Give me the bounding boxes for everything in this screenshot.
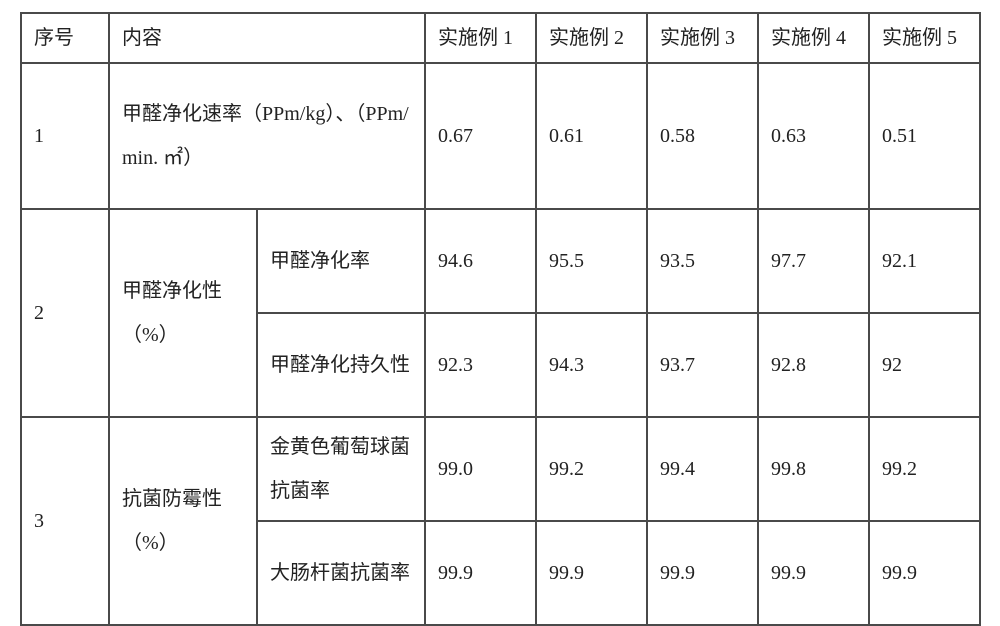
header-content: 内容 [109,13,425,63]
header-ex3: 实施例 3 [647,13,758,63]
cell-content-1: 甲醛净化速率（PPm/kg）、（PPm/min. ㎡） [109,63,425,209]
table-row: 3 抗菌防霉性（%） 金黄色葡萄球菌抗菌率 99.0 99.2 99.4 99.… [21,417,980,521]
table-header-row: 序号 内容 实施例 1 实施例 2 实施例 3 实施例 4 实施例 5 [21,13,980,63]
cell-value: 0.63 [758,63,869,209]
data-table: 序号 内容 实施例 1 实施例 2 实施例 3 实施例 4 实施例 5 1 甲醛… [20,12,981,626]
header-ex5: 实施例 5 [869,13,980,63]
table-row: 1 甲醛净化速率（PPm/kg）、（PPm/min. ㎡） 0.67 0.61 … [21,63,980,209]
table-row: 2 甲醛净化性（%） 甲醛净化率 94.6 95.5 93.5 97.7 92.… [21,209,980,313]
cell-value: 94.3 [536,313,647,417]
cell-value: 99.4 [647,417,758,521]
cell-subcategory: 大肠杆菌抗菌率 [257,521,425,625]
cell-serial-1: 1 [21,63,109,209]
cell-value: 99.2 [869,417,980,521]
cell-serial-3: 3 [21,417,109,625]
cell-category-3: 抗菌防霉性（%） [109,417,257,625]
cell-subcategory: 甲醛净化持久性 [257,313,425,417]
cell-subcategory: 金黄色葡萄球菌抗菌率 [257,417,425,521]
cell-value: 99.9 [869,521,980,625]
cell-value: 99.9 [536,521,647,625]
header-ex2: 实施例 2 [536,13,647,63]
cell-value: 92.8 [758,313,869,417]
cell-subcategory: 甲醛净化率 [257,209,425,313]
cell-value: 93.5 [647,209,758,313]
cell-value: 95.5 [536,209,647,313]
cell-value: 92 [869,313,980,417]
cell-value: 99.0 [425,417,536,521]
cell-value: 99.2 [536,417,647,521]
cell-value: 93.7 [647,313,758,417]
cell-value: 99.9 [758,521,869,625]
cell-serial-2: 2 [21,209,109,417]
cell-value: 99.9 [647,521,758,625]
cell-category-2: 甲醛净化性（%） [109,209,257,417]
header-serial: 序号 [21,13,109,63]
cell-value: 99.9 [425,521,536,625]
cell-value: 0.67 [425,63,536,209]
cell-value: 0.61 [536,63,647,209]
cell-value: 97.7 [758,209,869,313]
table-container: 序号 内容 实施例 1 实施例 2 实施例 3 实施例 4 实施例 5 1 甲醛… [0,0,1000,590]
cell-value: 92.1 [869,209,980,313]
header-ex4: 实施例 4 [758,13,869,63]
cell-value: 94.6 [425,209,536,313]
cell-value: 0.51 [869,63,980,209]
header-ex1: 实施例 1 [425,13,536,63]
cell-value: 92.3 [425,313,536,417]
cell-value: 99.8 [758,417,869,521]
cell-value: 0.58 [647,63,758,209]
